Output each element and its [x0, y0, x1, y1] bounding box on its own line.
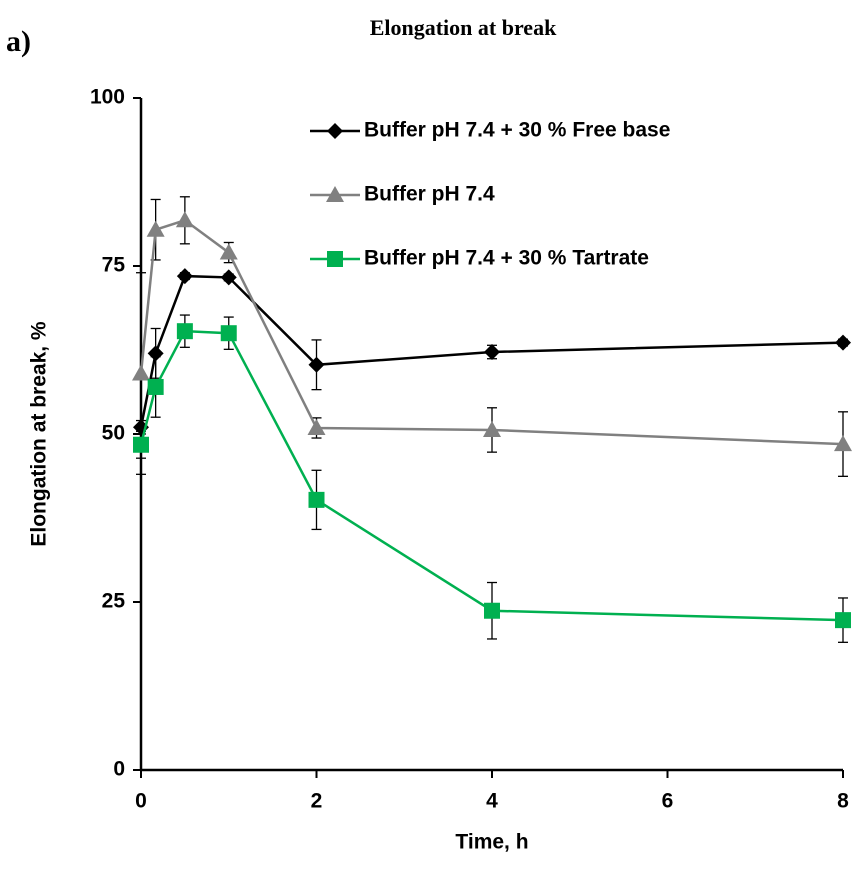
marker — [327, 251, 343, 267]
x-tick-label: 2 — [311, 790, 323, 813]
legend-label: Buffer pH 7.4 — [364, 183, 495, 206]
marker — [834, 435, 852, 452]
marker — [327, 123, 343, 139]
marker — [132, 364, 150, 381]
marker — [835, 334, 851, 351]
marker — [147, 345, 164, 362]
x-tick-label: 6 — [662, 790, 674, 813]
x-tick-label: 0 — [135, 790, 147, 813]
x-tick-label: 4 — [486, 790, 498, 813]
marker — [483, 420, 501, 437]
marker — [219, 243, 238, 260]
legend-label: Buffer pH 7.4 + 30 % Tartrate — [364, 247, 649, 270]
legend-label: Buffer pH 7.4 + 30 % Free base — [364, 119, 670, 142]
y-tick-label: 100 — [90, 86, 125, 109]
y-tick-label: 50 — [102, 422, 125, 445]
x-tick-label: 8 — [837, 790, 849, 813]
marker — [220, 269, 237, 286]
marker — [308, 356, 325, 373]
x-axis-title: Time, h — [455, 831, 528, 854]
marker — [220, 325, 237, 342]
chart-title: Elongation at break — [370, 15, 557, 40]
marker — [307, 418, 326, 435]
marker — [835, 612, 851, 629]
y-tick-label: 75 — [102, 254, 126, 277]
marker — [484, 602, 500, 619]
y-tick-label: 25 — [102, 590, 126, 613]
panel-label: a) — [6, 25, 31, 58]
marker — [484, 344, 500, 361]
marker — [326, 186, 344, 202]
y-axis-title: Elongation at break, % — [28, 321, 51, 547]
marker — [176, 268, 193, 285]
marker — [176, 323, 193, 340]
series-line — [139, 329, 844, 622]
marker — [133, 436, 149, 453]
y-tick-label: 0 — [113, 758, 125, 781]
marker — [147, 378, 164, 395]
marker — [175, 211, 194, 228]
marker — [146, 220, 165, 237]
marker — [308, 491, 325, 508]
